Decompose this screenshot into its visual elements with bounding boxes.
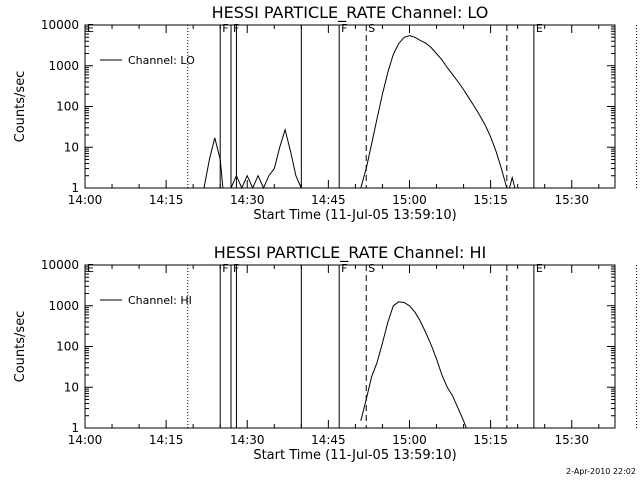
y-tick-label: 1000 bbox=[48, 299, 79, 313]
legend-label: Channel: LO bbox=[128, 54, 195, 67]
chart-panel-lo: HESSI PARTICLE_RATE Channel: LO 14:00 14:1… bbox=[13, 3, 638, 223]
y-tick-label: 100 bbox=[56, 100, 79, 114]
x-axis-label: Start Time (11-Jul-05 13:59:10) bbox=[253, 208, 456, 223]
x-tick-label: 14:00 bbox=[68, 433, 103, 447]
event-marker-label: F bbox=[341, 22, 347, 35]
x-axis-label: Start Time (11-Jul-05 13:59:10) bbox=[253, 448, 456, 463]
event-marker-label: S bbox=[368, 22, 375, 35]
x-tick-label: 14:15 bbox=[149, 433, 184, 447]
event-marker-label: E bbox=[87, 262, 94, 275]
chart-title: HESSI PARTICLE_RATE Channel: LO bbox=[212, 3, 489, 23]
series-line bbox=[360, 301, 467, 429]
y-tick-label: 1000 bbox=[48, 59, 79, 73]
x-tick-label: 14:30 bbox=[230, 193, 265, 207]
x-tick-label: 14:30 bbox=[230, 433, 265, 447]
series-line bbox=[509, 175, 516, 189]
event-marker-label: E bbox=[87, 22, 94, 35]
x-tick-label: 14:45 bbox=[311, 433, 346, 447]
x-tick-label: 14:00 bbox=[68, 193, 103, 207]
x-tick-label: 14:45 bbox=[311, 193, 346, 207]
series-line bbox=[203, 137, 224, 189]
timestamp: 2-Apr-2010 22:02 bbox=[566, 467, 636, 476]
legend-label: Channel: HI bbox=[128, 294, 192, 307]
y-tick-label: 10000 bbox=[41, 18, 79, 32]
x-tick-label: 15:00 bbox=[392, 433, 427, 447]
series-line bbox=[230, 127, 302, 190]
y-tick-label: 10 bbox=[64, 380, 79, 394]
x-tick-label: 15:30 bbox=[554, 433, 589, 447]
y-tick-label: 1 bbox=[71, 181, 79, 195]
x-tick-label: 15:30 bbox=[554, 193, 589, 207]
x-tick-label: 15:00 bbox=[392, 193, 427, 207]
plot-frame bbox=[84, 24, 616, 189]
event-marker-label: E bbox=[536, 22, 543, 35]
y-axis-label: Counts/sec bbox=[13, 311, 28, 383]
chart-title: HESSI PARTICLE_RATE Channel: HI bbox=[214, 243, 487, 263]
event-marker-label: S bbox=[368, 262, 375, 275]
series-line bbox=[360, 35, 508, 189]
plot-frame bbox=[84, 264, 616, 429]
chart-panel-hi: HESSI PARTICLE_RATE Channel: HI 14:00 14:1… bbox=[13, 243, 638, 463]
event-marker-label: F bbox=[222, 22, 228, 35]
x-tick-label: 14:15 bbox=[149, 193, 184, 207]
x-tick-label: 15:15 bbox=[473, 433, 508, 447]
y-tick-label: 100 bbox=[56, 340, 79, 354]
x-tick-label: 15:15 bbox=[473, 193, 508, 207]
y-axis-label: Counts/sec bbox=[13, 71, 28, 143]
event-marker-label: E bbox=[536, 262, 543, 275]
y-tick-label: 1 bbox=[71, 421, 79, 435]
y-tick-label: 10000 bbox=[41, 258, 79, 272]
y-tick-label: 10 bbox=[64, 140, 79, 154]
event-marker-label: F bbox=[341, 262, 347, 275]
event-marker-label: F bbox=[222, 262, 228, 275]
